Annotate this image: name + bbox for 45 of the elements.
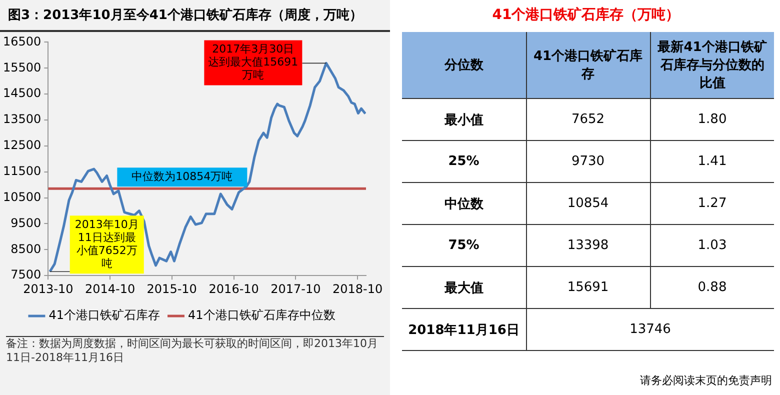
data-label: 0.88 <box>650 266 774 308</box>
x-tick-label: 2014-10 <box>84 282 136 296</box>
y-tick-label: 9500 <box>10 216 42 230</box>
chart-title: 图3：2013年10月至今41个港口铁矿石库存（周度，万吨） <box>0 0 390 32</box>
y-tick-label: 14500 <box>2 86 42 100</box>
y-tick-label: 12500 <box>2 138 42 152</box>
annotation: 2013年10月11日达到最小值7652万吨 <box>74 218 139 270</box>
x-tick-label: 2015-10 <box>146 282 197 296</box>
category-label: 25% <box>402 140 526 182</box>
data-label: 1.03 <box>650 224 774 266</box>
y-tick-label: 15500 <box>2 60 42 74</box>
x-tick-label: 2013-10 <box>23 282 74 296</box>
data-label: 13746 <box>526 308 774 350</box>
legend-label: 41个港口铁矿石库存 <box>48 308 160 322</box>
text: 请务必阅读末页的免责声明 <box>639 373 772 388</box>
y-tick-label: 11500 <box>2 164 42 178</box>
annotation: 中位数为10854万吨 <box>132 170 233 183</box>
data-label: 1.41 <box>650 140 774 182</box>
data-label: 1.80 <box>650 98 774 140</box>
y-tick-label: 16500 <box>2 34 42 48</box>
text: 41个港口铁矿石库存（万吨） <box>491 6 681 25</box>
y-tick-label: 10500 <box>2 190 42 204</box>
x-tick-label: 2016-10 <box>208 282 259 296</box>
y-tick-label: 7500 <box>10 268 42 282</box>
data-label: 7652 <box>526 98 650 140</box>
category-label: 最大值 <box>402 266 526 308</box>
data-label: 1.27 <box>650 182 774 224</box>
legend-label: 41个港口铁矿石库存中位数 <box>188 308 336 322</box>
category-label: 2018年11月16日 <box>402 308 526 350</box>
x-tick-label: 2018-10 <box>332 282 383 296</box>
y-tick-label: 8500 <box>10 242 42 256</box>
category-label: 中位数 <box>402 182 526 224</box>
data-label: 9730 <box>526 140 650 182</box>
data-label: 13398 <box>526 224 650 266</box>
annotation: 2017年3月30日达到最大值15691万吨 <box>208 42 298 82</box>
category-label: 75% <box>402 224 526 266</box>
text: 最新41个港口铁矿石库存与分位数的比值 <box>650 32 774 98</box>
category-label: 最小值 <box>402 98 526 140</box>
x-tick-label: 2017-10 <box>270 282 321 296</box>
text: 分位数 <box>402 32 526 98</box>
data-label: 15691 <box>526 266 650 308</box>
series-label: 41个港口铁矿石库存 <box>526 32 650 98</box>
text: 备注：数据为周度数据，时间区间为最长可获取的时间区间，即2013年10月11日-2018年11月16日 <box>6 337 384 365</box>
y-tick-label: 13500 <box>2 112 42 126</box>
data-label: 10854 <box>526 182 650 224</box>
